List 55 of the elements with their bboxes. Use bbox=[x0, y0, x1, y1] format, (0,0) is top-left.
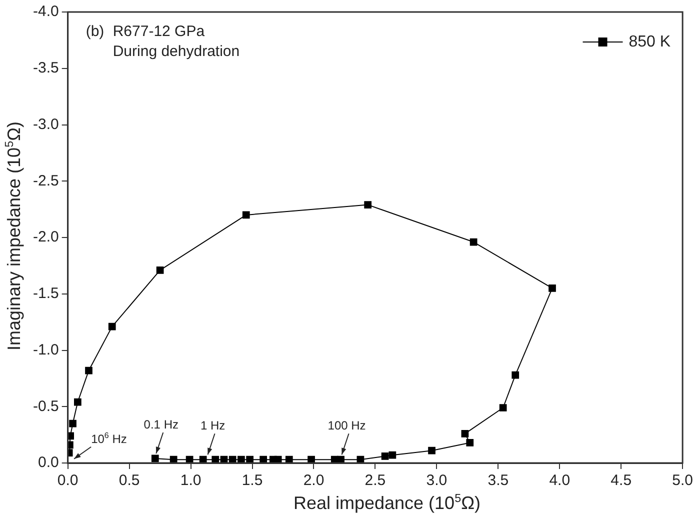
y-tick-label: 0.0 bbox=[38, 454, 59, 472]
point bbox=[170, 456, 178, 463]
annotation: (b) R677-12 GPa bbox=[86, 23, 206, 40]
point bbox=[69, 420, 76, 428]
y-tick-label: -1.0 bbox=[32, 341, 59, 358]
point bbox=[285, 456, 293, 463]
x-tick-label: 2.5 bbox=[364, 472, 386, 490]
point bbox=[548, 284, 556, 292]
x-tick-label: 3.5 bbox=[488, 472, 509, 490]
point bbox=[364, 201, 372, 208]
annotation: 1 Hz bbox=[200, 418, 226, 433]
y-tick-label: -0.5 bbox=[32, 398, 59, 415]
annotation: During dehydration bbox=[112, 43, 240, 60]
point bbox=[246, 456, 254, 463]
point bbox=[228, 456, 236, 463]
point bbox=[470, 238, 478, 246]
y-tick-label: -3.5 bbox=[32, 60, 59, 77]
point bbox=[388, 451, 396, 459]
point bbox=[466, 439, 474, 446]
point bbox=[330, 456, 338, 463]
x-tick-label: 3.0 bbox=[426, 472, 448, 490]
point bbox=[74, 398, 82, 406]
x-tick-label: 1.5 bbox=[242, 472, 263, 490]
x-tick-label: 2.0 bbox=[303, 472, 324, 490]
x-tick-label: 1.0 bbox=[180, 472, 202, 490]
point bbox=[151, 454, 159, 462]
point bbox=[461, 430, 469, 438]
point bbox=[242, 211, 250, 219]
x-axis-title: Real impedance (10$^{5}$Ω) bbox=[292, 492, 482, 514]
point bbox=[308, 456, 315, 463]
point bbox=[269, 456, 277, 463]
x-tick-label: 0.5 bbox=[118, 472, 140, 490]
y-tick-label: -3.0 bbox=[32, 116, 59, 133]
x-tick-label: 4.5 bbox=[610, 472, 632, 490]
x-tick-label: 0.0 bbox=[57, 472, 78, 490]
point bbox=[212, 456, 220, 463]
annotation: 0.1 Hz bbox=[144, 417, 178, 432]
point bbox=[428, 446, 436, 454]
point bbox=[512, 371, 520, 379]
point bbox=[199, 456, 207, 463]
point bbox=[381, 452, 389, 460]
point bbox=[85, 366, 92, 374]
x-tick-label: 4.0 bbox=[549, 472, 570, 490]
point bbox=[108, 322, 116, 330]
point bbox=[156, 266, 164, 274]
point bbox=[260, 456, 268, 463]
y-tick-label: -4.0 bbox=[32, 3, 59, 20]
annotation: 100 Hz bbox=[328, 418, 366, 433]
point bbox=[499, 404, 507, 412]
y-tick-label: -2.0 bbox=[32, 228, 59, 246]
legend-label: 850 K bbox=[628, 33, 671, 50]
point bbox=[238, 456, 245, 463]
x-tick-label: 5.0 bbox=[672, 472, 694, 490]
y-tick-label: -2.5 bbox=[32, 172, 59, 190]
y-tick-label: -1.5 bbox=[32, 285, 59, 302]
